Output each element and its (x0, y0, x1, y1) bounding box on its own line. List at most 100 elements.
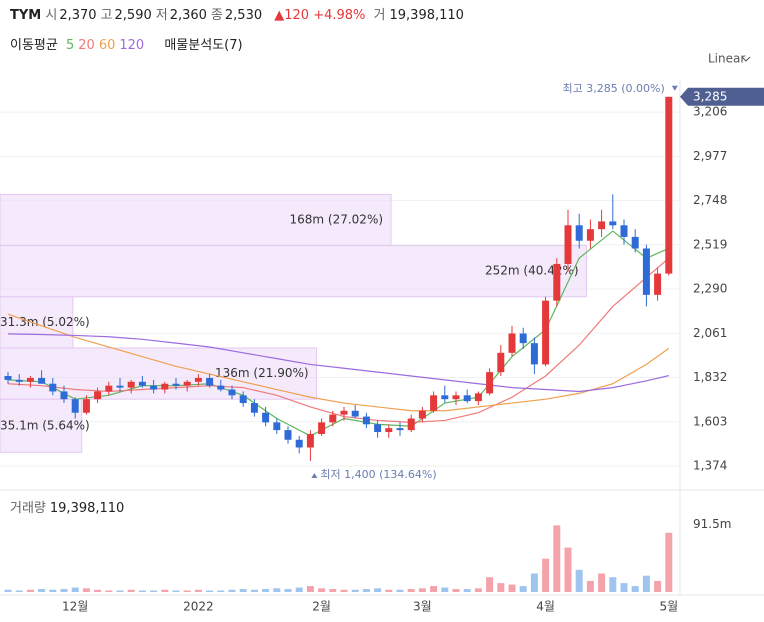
candle-body (474, 393, 482, 402)
scale-label[interactable]: Linear (708, 52, 745, 66)
candle-body (172, 383, 180, 386)
candle-body (374, 424, 382, 433)
candle-body (26, 377, 34, 382)
volume-bar (194, 589, 202, 592)
volume-bar (172, 590, 180, 592)
min-marker (311, 473, 318, 479)
candle-body (38, 377, 46, 384)
candle-body (463, 395, 471, 402)
volume-bar (474, 588, 482, 592)
volume-profile-label: 252m (40.42%) (485, 264, 579, 278)
candle-body (441, 395, 449, 400)
y-tick-label: 2,977 (693, 149, 727, 163)
volume-bar (654, 580, 662, 592)
candle-body (508, 333, 516, 353)
x-tick-label: 4월 (536, 600, 555, 614)
chevron (741, 56, 751, 62)
volume-bar (150, 590, 158, 592)
candle-body (262, 412, 270, 423)
candle-body (642, 248, 650, 295)
candle-body (217, 385, 225, 390)
candle-body (654, 273, 662, 295)
volume-profile-bar (0, 245, 588, 298)
candle-body (94, 391, 102, 400)
legend-entry: 60 (98, 38, 116, 53)
volume-bar (306, 586, 314, 592)
candle-body (452, 395, 460, 400)
volume-bar (82, 588, 90, 592)
profile-label[interactable]: 매물분석도(7) (164, 38, 243, 53)
item-value: 2,360 (169, 8, 207, 23)
candle-body (598, 221, 606, 230)
volume-bar (273, 588, 281, 592)
volume-bar (38, 589, 46, 592)
header-items: 시 2,370 고 2,590 저 2,360 종 2,530 (45, 8, 266, 23)
candle-body (318, 422, 326, 434)
volume-bar (407, 589, 415, 592)
candle-body (138, 381, 146, 386)
volume-bar (385, 589, 393, 592)
volume-bar (609, 577, 617, 592)
x-tick-label: 5월 (659, 600, 678, 614)
volume-bar (116, 590, 124, 592)
volume-bar (452, 589, 460, 592)
y-tick-label: 1,832 (693, 370, 727, 384)
volume-bar (396, 589, 404, 592)
volume-profile-label: 31.3m (5.02%) (0, 315, 90, 329)
y-tick-label: 2,290 (693, 282, 727, 296)
volume-bar (508, 584, 516, 592)
volume-bar (486, 577, 494, 592)
volume-bar (586, 580, 594, 592)
candle-body (385, 428, 393, 433)
volume-bar (127, 589, 135, 592)
candle-body (631, 236, 639, 249)
ma-label: 이동평균 (10, 38, 58, 53)
candle-body (362, 416, 370, 425)
volume-profile-label: 168m (27.02%) (290, 212, 384, 226)
volume-value: 19,398,110 (389, 8, 464, 23)
volume-bar (217, 590, 225, 592)
candle-body (564, 225, 572, 264)
change: ▲120 +4.98% (274, 8, 366, 23)
candle-body (15, 379, 23, 382)
price-tag-label: 3,285 (693, 89, 727, 103)
volume-profile-bar (0, 296, 74, 349)
volume-bar (430, 586, 438, 592)
item-key: 종 (210, 8, 223, 23)
volume-bar (49, 589, 57, 592)
volume-bar (665, 532, 673, 592)
volume-bar (228, 589, 236, 592)
volume-bar (340, 589, 348, 592)
volume-key: 거 (373, 8, 386, 23)
volume-bar (497, 583, 505, 592)
candle-body (116, 385, 124, 388)
candle-body (340, 410, 348, 415)
candle-body (228, 389, 236, 396)
volume-profile-label: 136m (21.90%) (215, 366, 309, 380)
volume-bar (418, 588, 426, 592)
volume-bar (239, 589, 247, 592)
max-label: 최고 3,285 (0.00%) (563, 82, 665, 95)
y-tick-label: 1,603 (693, 414, 727, 428)
y-tick-label: 3,206 (693, 105, 727, 119)
candle-body (620, 225, 628, 237)
candle-body (105, 385, 113, 392)
candle-body (194, 377, 202, 382)
volume-bar (138, 590, 146, 592)
candle-body (665, 96, 673, 274)
candle-body (49, 383, 57, 392)
legend-entry: 120 (119, 38, 145, 53)
volume-bar (519, 586, 527, 592)
volume-bar (542, 558, 550, 592)
volume-bar (94, 589, 102, 592)
volume-bar (15, 590, 23, 592)
volume-profile-bar (0, 193, 392, 247)
volume-bar (318, 588, 326, 592)
volume-header: 거래량 19,398,110 (10, 497, 128, 516)
candle-body (71, 399, 79, 413)
candle-body (519, 333, 527, 344)
legend-entry: 5 (65, 38, 75, 53)
volume-bar (60, 589, 68, 592)
